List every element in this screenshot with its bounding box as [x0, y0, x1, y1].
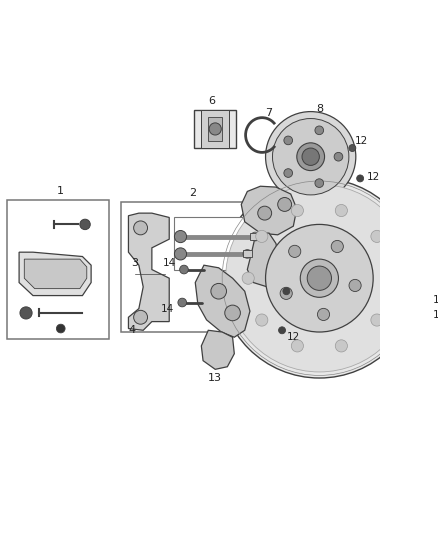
Circle shape [57, 324, 65, 333]
Circle shape [415, 310, 424, 319]
Text: 12: 12 [367, 172, 380, 182]
Circle shape [80, 219, 90, 230]
Circle shape [272, 118, 349, 195]
Circle shape [415, 296, 424, 304]
Circle shape [20, 307, 32, 319]
Circle shape [265, 224, 373, 332]
Bar [194, 110, 236, 148]
Circle shape [318, 309, 329, 320]
Circle shape [371, 230, 383, 243]
Text: 10: 10 [304, 162, 318, 172]
Polygon shape [128, 213, 169, 330]
Circle shape [134, 221, 148, 235]
Bar [7, 200, 109, 339]
Circle shape [331, 240, 343, 253]
Bar [243, 251, 252, 257]
Circle shape [242, 272, 254, 284]
Polygon shape [24, 259, 87, 289]
Circle shape [291, 205, 304, 216]
Circle shape [283, 288, 290, 295]
Circle shape [209, 123, 221, 135]
Circle shape [349, 144, 356, 151]
Text: 12: 12 [287, 332, 300, 342]
Circle shape [315, 126, 324, 135]
Circle shape [307, 266, 332, 290]
Circle shape [265, 111, 356, 202]
Circle shape [357, 175, 364, 182]
Text: 14: 14 [161, 304, 174, 313]
Circle shape [178, 298, 187, 307]
Circle shape [180, 265, 188, 274]
Text: 7: 7 [265, 108, 272, 118]
Circle shape [243, 249, 252, 259]
Circle shape [291, 340, 304, 352]
Circle shape [284, 136, 293, 145]
Circle shape [289, 245, 301, 257]
Circle shape [219, 179, 419, 378]
Circle shape [297, 143, 325, 171]
Circle shape [134, 310, 148, 324]
Circle shape [174, 230, 187, 243]
Bar [173, 217, 264, 270]
Polygon shape [247, 233, 279, 287]
Circle shape [251, 232, 259, 241]
Text: 6: 6 [208, 96, 215, 106]
Circle shape [385, 272, 396, 284]
Text: 12: 12 [354, 136, 367, 146]
Text: 12: 12 [293, 290, 306, 301]
Circle shape [279, 327, 286, 334]
Circle shape [349, 279, 361, 292]
Circle shape [280, 287, 292, 300]
Text: 9: 9 [304, 185, 312, 195]
Bar [208, 117, 222, 141]
Circle shape [174, 248, 187, 260]
Bar [250, 233, 258, 240]
Polygon shape [241, 186, 297, 235]
Text: 1: 1 [57, 187, 64, 197]
Circle shape [226, 184, 413, 372]
Circle shape [335, 340, 347, 352]
Circle shape [302, 148, 319, 165]
Circle shape [211, 284, 226, 299]
Text: 5: 5 [236, 280, 243, 290]
Text: 2: 2 [189, 188, 196, 198]
Text: 3: 3 [131, 259, 138, 269]
Text: 11: 11 [432, 310, 438, 320]
Polygon shape [19, 252, 91, 296]
Text: 14: 14 [162, 259, 176, 269]
Bar [201, 110, 229, 148]
Circle shape [334, 152, 343, 161]
Polygon shape [201, 330, 234, 369]
Circle shape [278, 198, 292, 212]
Circle shape [335, 205, 347, 216]
Text: 4: 4 [128, 325, 135, 335]
Circle shape [256, 230, 268, 243]
Bar [121, 202, 267, 332]
Circle shape [315, 179, 324, 188]
Text: 13: 13 [208, 373, 222, 383]
Circle shape [225, 305, 240, 321]
Circle shape [256, 314, 268, 326]
Circle shape [258, 206, 272, 220]
Circle shape [300, 259, 339, 297]
Text: 11: 11 [432, 295, 438, 305]
Text: 8: 8 [316, 104, 323, 114]
Polygon shape [195, 265, 250, 337]
Circle shape [371, 314, 383, 326]
Circle shape [284, 169, 293, 177]
